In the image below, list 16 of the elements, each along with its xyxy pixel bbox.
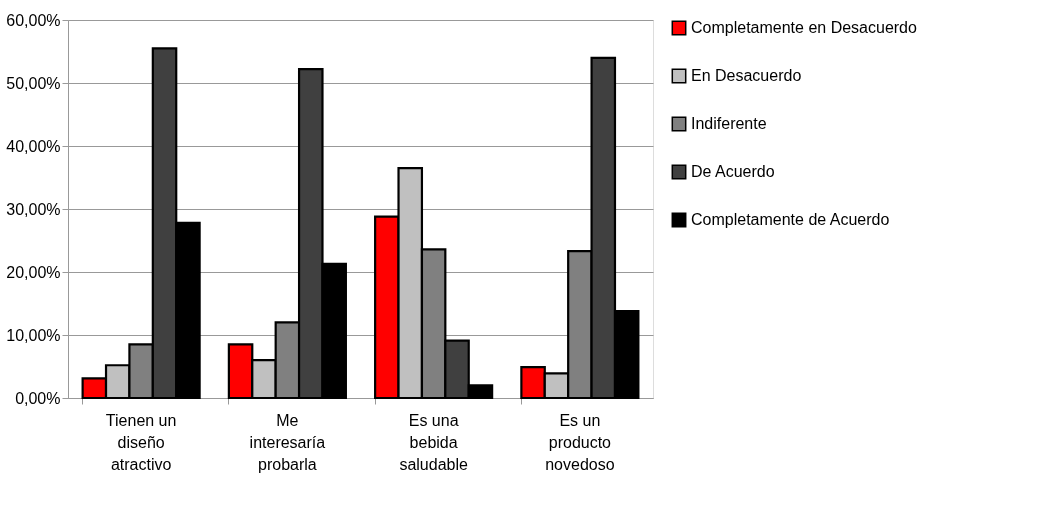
y-tick-label: 20,00% xyxy=(6,263,61,281)
y-tick-label: 10,00% xyxy=(6,326,61,344)
y-tick-label: 0,00% xyxy=(15,389,61,407)
x-tick-label: Es un producto novedoso xyxy=(545,411,615,473)
legend-label: Indiferente xyxy=(691,115,767,132)
legend-label: De Acuerdo xyxy=(691,163,775,180)
legend-label: Completamente de Acuerdo xyxy=(691,211,890,228)
y-tick-label: 60,00% xyxy=(6,11,61,29)
y-tick-label: 30,00% xyxy=(6,200,61,218)
x-tick-label: Me interesaría probarla xyxy=(249,411,326,473)
y-tick-label: 40,00% xyxy=(6,137,61,155)
x-tick-label: Tienen un diseño atractivo xyxy=(105,411,177,473)
legend-label: Completamente en Desacuerdo xyxy=(691,19,918,36)
y-tick-label: 50,00% xyxy=(6,74,61,92)
legend-label: En Desacuerdo xyxy=(691,67,802,84)
x-tick-label: Es una bebida saludable xyxy=(399,411,468,473)
